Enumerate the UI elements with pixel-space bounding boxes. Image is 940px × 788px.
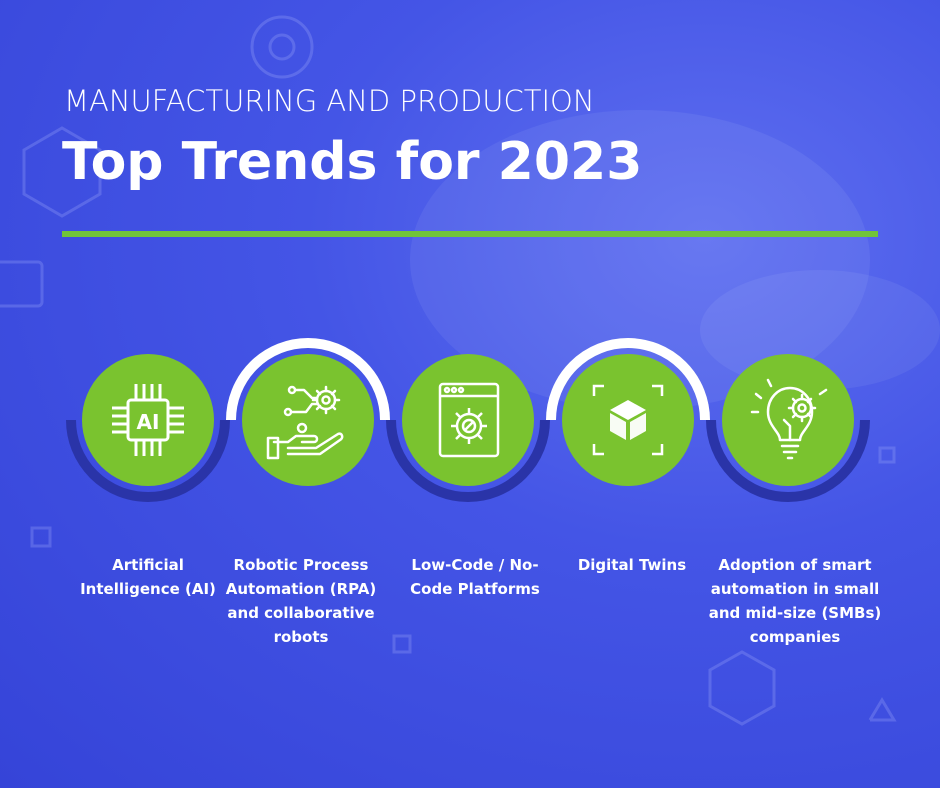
trend-label-smart-automation: Adoption of smart automation in small an… <box>708 556 882 646</box>
ai-chip-icon: AI <box>112 384 184 456</box>
trend-circle-lowcode <box>402 354 534 486</box>
connector-arcs <box>66 338 870 502</box>
trend-circle-ai: AI <box>82 354 214 486</box>
trend-label-digital-twins: Digital Twins <box>577 556 687 574</box>
subtitle-kicker: MANUFACTURING AND PRODUCTION <box>64 84 595 118</box>
trend-circle-rpa <box>242 354 374 486</box>
browser-gear-icon <box>438 382 500 458</box>
robotic-hand-gears-icon <box>266 385 344 460</box>
lower-arc-3 <box>386 419 550 502</box>
trend-circle-digital-twins <box>562 354 694 486</box>
trend-circle-smart-automation <box>722 354 854 486</box>
page-title: Top Trends for 2023 <box>62 132 643 192</box>
upper-arc-4 <box>546 338 710 421</box>
upper-arc-2 <box>226 338 390 421</box>
trend-label-ai: Artificial Intelligence (AI) <box>80 556 216 598</box>
ai-chip-text: AI <box>137 410 160 434</box>
trend-label-rpa: Robotic Process Automation (RPA) and col… <box>225 556 377 646</box>
trend-label-lowcode: Low-Code / No-Code Platforms <box>410 556 540 598</box>
lightbulb-gear-icon <box>750 378 828 460</box>
cube-frame-icon <box>592 384 664 456</box>
lower-arc-1 <box>66 419 230 502</box>
title-underline <box>62 231 878 237</box>
lower-arc-5 <box>706 419 870 502</box>
